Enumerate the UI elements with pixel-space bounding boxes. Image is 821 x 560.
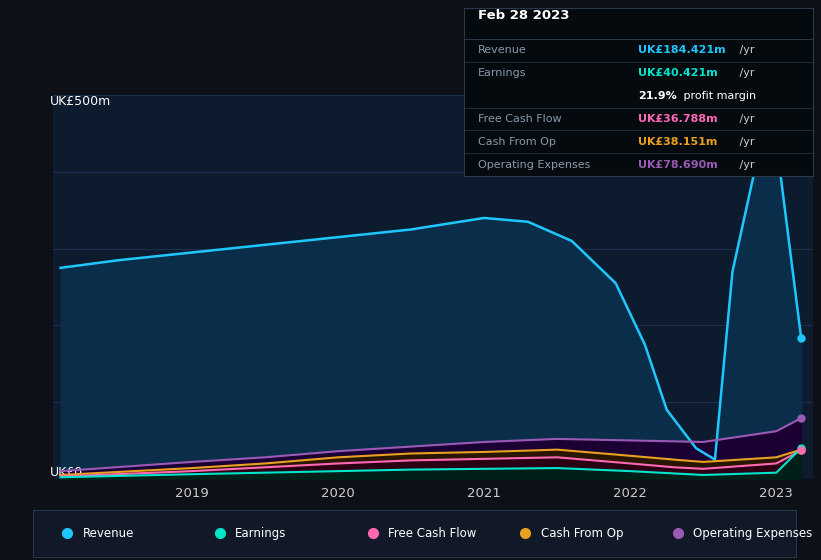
Text: /yr: /yr xyxy=(736,114,754,124)
Text: /yr: /yr xyxy=(736,160,754,170)
Text: UK£0: UK£0 xyxy=(49,466,83,479)
Text: Revenue: Revenue xyxy=(82,527,134,540)
Text: 21.9%: 21.9% xyxy=(639,91,677,101)
Text: Revenue: Revenue xyxy=(478,45,526,55)
Text: UK£500m: UK£500m xyxy=(49,95,111,108)
Text: Free Cash Flow: Free Cash Flow xyxy=(388,527,476,540)
Text: Cash From Op: Cash From Op xyxy=(540,527,623,540)
Text: /yr: /yr xyxy=(736,137,754,147)
Text: Feb 28 2023: Feb 28 2023 xyxy=(478,10,569,22)
Text: UK£78.690m: UK£78.690m xyxy=(639,160,718,170)
Text: Free Cash Flow: Free Cash Flow xyxy=(478,114,562,124)
Text: Earnings: Earnings xyxy=(478,68,526,78)
Text: /yr: /yr xyxy=(736,45,754,55)
Text: UK£184.421m: UK£184.421m xyxy=(639,45,726,55)
Text: Cash From Op: Cash From Op xyxy=(478,137,556,147)
Text: Earnings: Earnings xyxy=(235,527,287,540)
Text: Operating Expenses: Operating Expenses xyxy=(478,160,590,170)
Text: profit margin: profit margin xyxy=(680,91,756,101)
Text: UK£40.421m: UK£40.421m xyxy=(639,68,718,78)
Text: UK£36.788m: UK£36.788m xyxy=(639,114,718,124)
Text: UK£38.151m: UK£38.151m xyxy=(639,137,718,147)
Text: Operating Expenses: Operating Expenses xyxy=(693,527,813,540)
Text: /yr: /yr xyxy=(736,68,754,78)
